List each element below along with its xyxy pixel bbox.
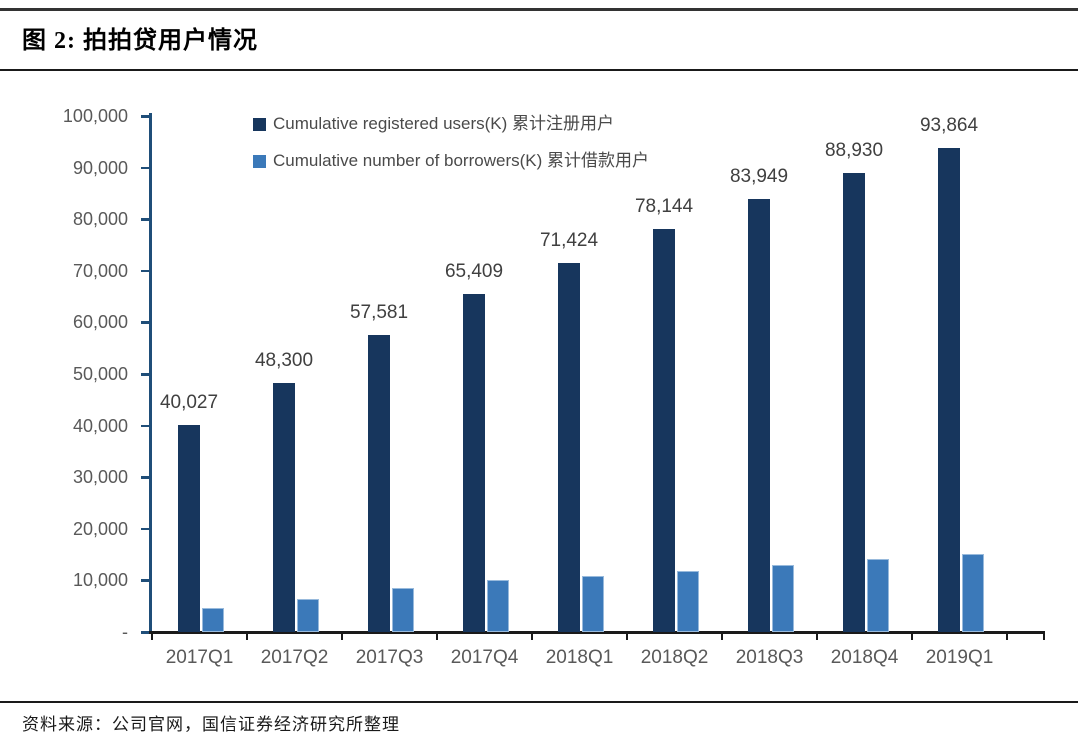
legend-item-registered: Cumulative registered users(K) 累计注册用户	[253, 112, 614, 136]
x-axis-tick	[1006, 632, 1008, 640]
x-axis-tick	[626, 632, 628, 640]
title-divider-rule	[0, 69, 1078, 71]
y-axis-tick-label: 30,000	[72, 467, 128, 488]
y-axis-tick	[141, 476, 150, 479]
bar-registered-2019Q1	[938, 147, 960, 632]
y-axis-tick	[141, 424, 150, 428]
y-axis-tick	[141, 115, 150, 118]
x-axis-label-2017Q4: 2017Q4	[450, 647, 519, 668]
y-axis-tick	[141, 166, 150, 170]
legend-swatch-icon	[253, 154, 266, 168]
x-axis-tick	[911, 632, 913, 640]
bottom-rule	[0, 701, 1078, 703]
legend-label: Cumulative registered users(K) 累计注册用户	[273, 114, 615, 133]
legend-label: Cumulative number of borrowers(K) 累计借款用户	[273, 151, 649, 170]
x-axis-tick	[721, 632, 723, 640]
x-axis-tick	[531, 632, 533, 640]
data-label-2017Q4: 65,409	[444, 261, 504, 283]
y-axis-tick	[141, 321, 150, 324]
x-axis-tick	[816, 632, 818, 640]
bar-registered-2017Q4	[463, 294, 485, 632]
source-note: 资料来源：公司官网，国信证券经济研究所整理	[22, 715, 400, 734]
data-label-2017Q1: 40,027	[159, 392, 219, 414]
y-axis-tick-label: 60,000	[72, 312, 128, 333]
bar-chart: - 10,000 20,000 30,000 40,000 50,000 60,000 70,…	[0, 72, 1078, 700]
bar-borrowers-2017Q2	[297, 598, 319, 632]
bar-borrowers-2018Q1	[582, 575, 604, 632]
bar-borrowers-2017Q4	[487, 579, 509, 632]
data-label-2018Q2: 78,144	[634, 195, 694, 217]
y-axis-tick-label: 10,000	[72, 570, 128, 591]
bar-registered-2017Q2	[273, 382, 295, 632]
data-label-2018Q4: 88,930	[824, 140, 884, 162]
data-label-2017Q2: 48,300	[254, 349, 314, 371]
legend-swatch-icon	[253, 117, 266, 131]
data-label-2017Q3: 57,581	[349, 301, 409, 323]
y-axis-tick	[141, 218, 150, 221]
y-axis-tick	[141, 373, 150, 376]
top-rule	[0, 8, 1078, 11]
x-axis-label-2018Q4: 2018Q4	[830, 647, 899, 668]
data-label-2019Q1: 93,864	[919, 114, 979, 136]
y-axis-tick-label: 70,000	[72, 260, 128, 281]
bar-registered-2018Q1	[558, 263, 580, 632]
x-axis-tick	[436, 632, 438, 640]
y-axis-tick	[141, 269, 150, 273]
y-axis-tick-label: 40,000	[72, 415, 128, 436]
bar-registered-2018Q2	[653, 228, 675, 632]
legend-item-borrowers: Cumulative number of borrowers(K) 累计借款用户	[253, 149, 649, 173]
bar-borrowers-2017Q3	[392, 588, 414, 632]
bar-borrowers-2018Q3	[772, 564, 794, 632]
bar-borrowers-2018Q4	[867, 559, 889, 632]
y-axis-tick	[141, 527, 150, 531]
data-label-2018Q3: 83,949	[729, 165, 789, 187]
y-axis-tick-label: 90,000	[72, 157, 128, 178]
y-axis-tick-label: 50,000	[72, 364, 128, 384]
x-axis-tick	[151, 632, 153, 640]
bar-registered-2018Q3	[748, 198, 770, 632]
x-axis-label-2018Q2: 2018Q2	[640, 647, 709, 668]
x-axis-label-2017Q2: 2017Q2	[260, 647, 329, 668]
x-axis-label-2018Q1: 2018Q1	[545, 647, 614, 668]
y-axis-tick-label: 20,000	[72, 518, 128, 539]
x-axis-label-2017Q3: 2017Q3	[355, 647, 424, 668]
data-label-2018Q1: 71,424	[539, 230, 599, 252]
x-axis-tick	[246, 632, 248, 640]
bar-registered-2018Q4	[843, 173, 865, 632]
y-axis-tick-label: 80,000	[72, 209, 128, 230]
x-axis-label-2017Q1: 2017Q1	[165, 647, 234, 668]
bar-borrowers-2018Q2	[677, 571, 699, 632]
x-axis-end-tick	[1043, 632, 1045, 640]
x-axis-tick	[341, 632, 343, 640]
y-axis-tick	[141, 579, 150, 582]
figure-title: 图 2: 拍拍贷用户情况	[22, 28, 258, 54]
x-axis-label-2018Q3: 2018Q3	[735, 647, 804, 668]
bar-borrowers-2017Q1	[202, 608, 224, 632]
y-axis-tick-label: 100,000	[62, 106, 128, 126]
x-axis-label-2019Q1: 2019Q1	[925, 647, 994, 668]
x-axis-line	[149, 631, 1045, 634]
y-axis-tick	[141, 631, 150, 634]
bar-registered-2017Q3	[368, 334, 390, 632]
bar-borrowers-2019Q1	[962, 554, 984, 632]
y-axis-tick-label: -	[122, 622, 128, 642]
y-axis-line	[149, 113, 152, 633]
bar-registered-2017Q1	[178, 425, 200, 632]
